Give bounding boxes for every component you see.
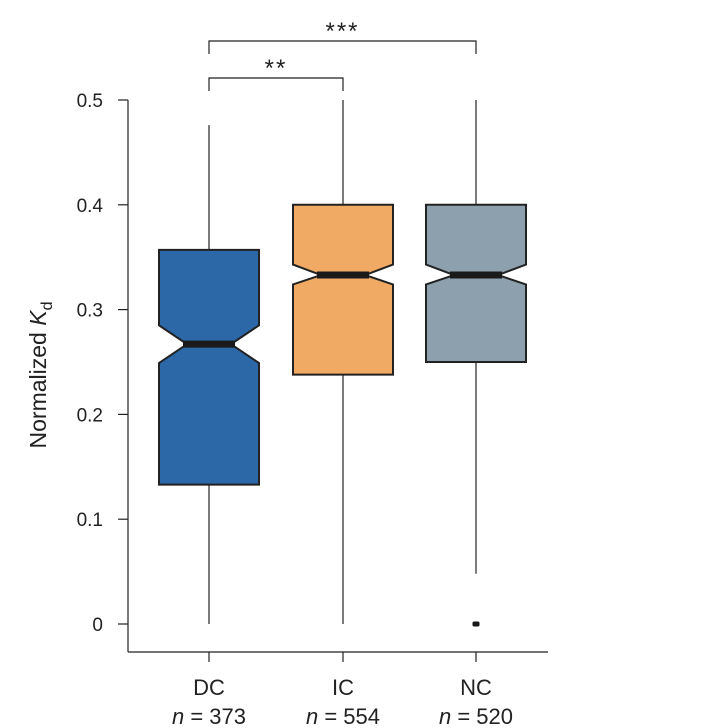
- sample-size-value: = 520: [451, 704, 513, 728]
- y-tick-label: 0.3: [77, 301, 103, 322]
- significance-label: ***: [325, 18, 359, 45]
- significance-bracket: [208, 77, 344, 91]
- y-tick-label: 0.4: [77, 196, 104, 217]
- sample-size-label: n = 520: [439, 704, 513, 728]
- y-axis-label: Normalized Kd: [25, 302, 56, 449]
- sample-size-symbol: n: [439, 704, 451, 728]
- box-group-dc: DC n = 373: [158, 125, 260, 728]
- y-axis-label-subscript: d: [39, 302, 56, 311]
- y-axis-label-main: Normalized: [25, 326, 51, 449]
- sample-size-symbol: n: [306, 704, 318, 728]
- box: [158, 248, 260, 486]
- box-group-ic: IC n = 554: [292, 100, 394, 728]
- box: [292, 203, 394, 376]
- sample-size-label: n = 373: [172, 704, 246, 728]
- category-label: NC: [460, 675, 492, 700]
- outlier-point: [472, 621, 480, 627]
- y-tick-label: 0.2: [77, 405, 103, 426]
- y-axis-label-symbol: K: [25, 309, 51, 326]
- y-tick-label: 0: [92, 615, 103, 636]
- sample-size-symbol: n: [172, 704, 184, 728]
- category-label: DC: [193, 675, 225, 700]
- y-tick-label: 0.5: [77, 91, 103, 112]
- significance-label: **: [265, 55, 288, 82]
- sample-size-value: = 554: [318, 704, 380, 728]
- sample-size-label: n = 554: [306, 704, 380, 728]
- y-tick-label: 0.1: [77, 510, 103, 531]
- category-label: IC: [332, 675, 354, 700]
- sample-size-value: = 373: [184, 704, 246, 728]
- box: [425, 203, 527, 363]
- significance-bracket: [208, 40, 477, 54]
- box-group-nc: NC n = 520: [425, 100, 527, 728]
